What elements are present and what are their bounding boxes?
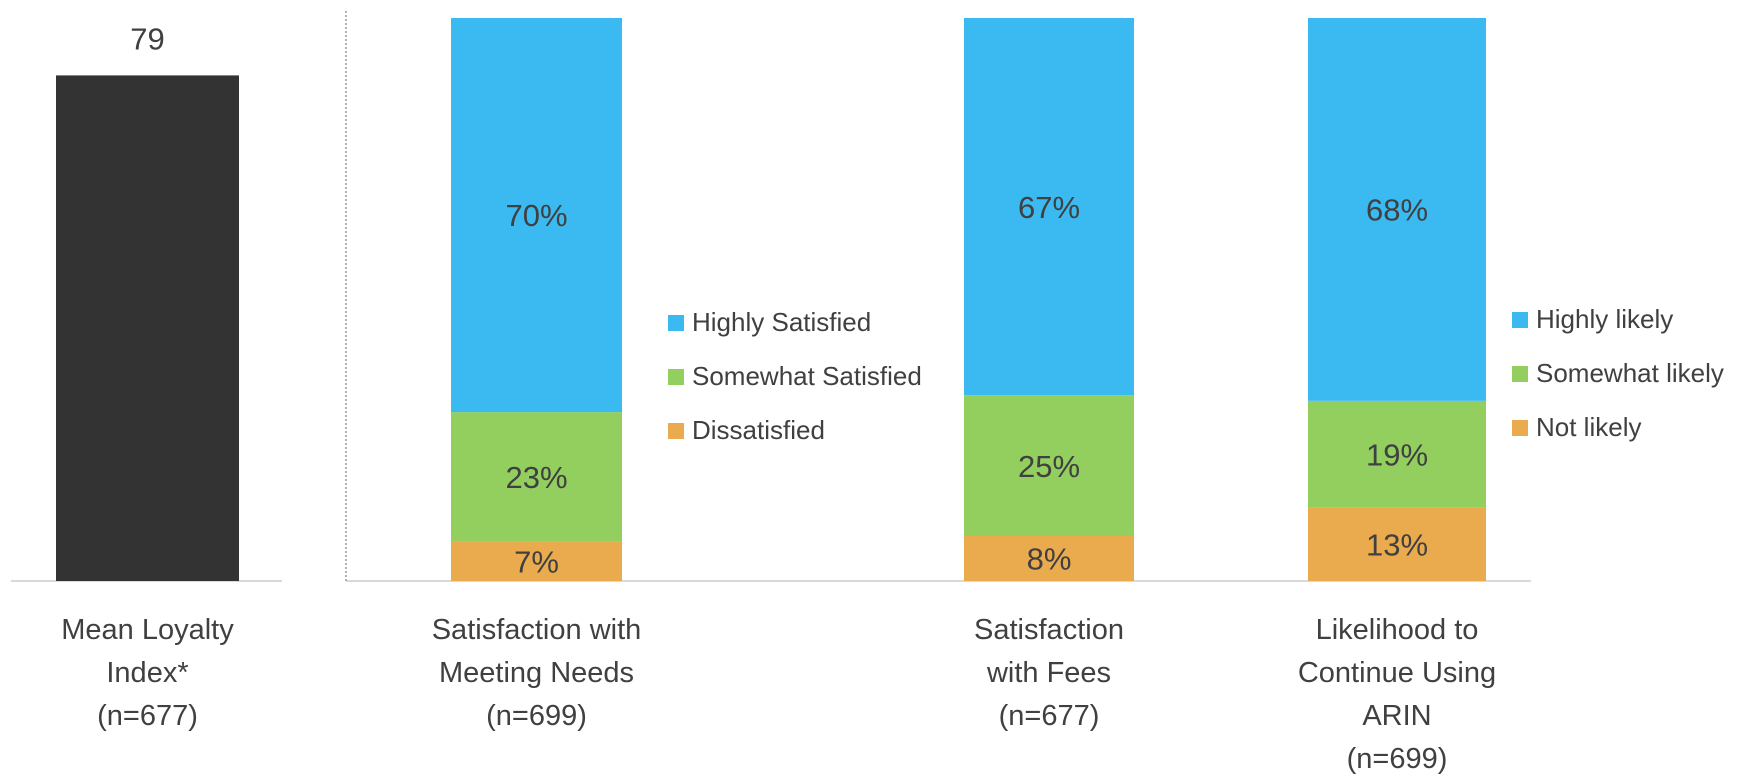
legend-label: Somewhat Satisfied xyxy=(692,361,922,391)
data-label: 23% xyxy=(505,460,567,495)
data-label: 19% xyxy=(1366,438,1428,473)
bar-segment xyxy=(451,541,622,581)
bar-segment xyxy=(1308,18,1486,401)
x-tick-label: Mean Loyalty Index* (n=677) xyxy=(61,614,234,732)
x-tick-label: Likelihood to Continue Using ARIN (n=699) xyxy=(1298,614,1496,775)
bar-segment xyxy=(1308,400,1486,508)
bar-segment xyxy=(1308,507,1486,581)
data-label: 13% xyxy=(1366,528,1428,563)
data-label: 25% xyxy=(1018,449,1080,484)
legend-swatch xyxy=(1512,312,1528,328)
data-label: 68% xyxy=(1366,193,1428,228)
data-label: 70% xyxy=(505,198,567,233)
bar-segment xyxy=(451,18,622,413)
legend-label: Highly likely xyxy=(1536,304,1673,334)
legend-swatch xyxy=(668,369,684,385)
x-tick-label: Satisfaction with Fees (n=677) xyxy=(974,614,1124,732)
legend-label: Not likely xyxy=(1536,412,1641,442)
legend-label: Somewhat likely xyxy=(1536,358,1724,388)
bar-segment xyxy=(964,535,1134,581)
legend-swatch xyxy=(1512,366,1528,382)
legend-swatch xyxy=(1512,420,1528,436)
legend-swatch xyxy=(668,423,684,439)
bar-segment xyxy=(451,412,622,542)
data-label: 7% xyxy=(514,544,559,579)
legend-label: Dissatisfied xyxy=(692,415,825,445)
data-label: 79 xyxy=(130,22,164,57)
bar-segment xyxy=(964,18,1134,396)
legend-label: Highly Satisfied xyxy=(692,307,871,337)
bar xyxy=(56,75,239,582)
data-label: 8% xyxy=(1027,542,1072,577)
legend-swatch xyxy=(668,315,684,331)
data-label: 67% xyxy=(1018,190,1080,225)
bar-segment xyxy=(964,395,1134,536)
x-tick-label: Satisfaction with Meeting Needs (n=699) xyxy=(432,614,642,732)
